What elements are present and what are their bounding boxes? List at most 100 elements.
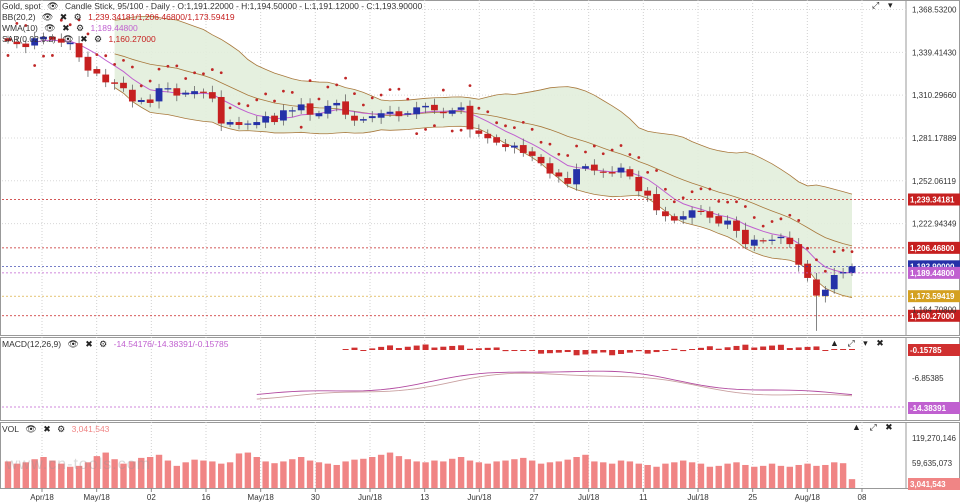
macd-signal-label: -14.38391 [910,404,947,413]
sar-dot [850,250,854,254]
macd-histogram-bar [369,348,376,350]
close-icon[interactable]: ✖ [80,34,88,44]
volume-bar [218,463,225,488]
sar-dot [139,84,143,88]
macd-histogram-bar [573,350,580,356]
eye-icon[interactable]: 👁 [44,23,56,33]
candle-body [697,210,705,213]
sar-dot [255,98,259,102]
volume-bar [209,461,216,488]
x-tick-label: May/18 [84,493,111,502]
candle-body [324,105,332,114]
gear-icon[interactable]: ⚙ [76,23,85,33]
candle-body [351,115,358,121]
series-info: Candle Stick, 95/100 - Daily - O:1,191.2… [64,1,423,11]
volume-bar [111,459,118,488]
volume-bar [457,457,465,488]
sar-dot [806,246,809,250]
candle-body [431,104,438,111]
macd-histogram-bar [387,345,394,350]
down-arrow-icon[interactable]: ▾ [863,338,868,348]
volume-bar [395,456,403,488]
x-tick-label: Jul/18 [578,493,600,502]
macd-pane: -6.85385 -0.15785 -14.38391 [2,344,960,414]
candle-body [333,102,341,106]
volume-bar [493,461,500,488]
gear-icon[interactable]: ⚙ [93,34,103,44]
sar-dot [282,89,285,93]
sar-dot [415,132,419,136]
expand-icon[interactable]: ⤢ [847,338,855,348]
marker-label: 1,193.90000 [910,262,955,271]
y-tick-label: 1,368.53200 [912,6,957,15]
volume-bar [813,465,820,488]
header-row-wma: WMA(10) 👁 ✖ ⚙ 1,189.44800 [2,23,142,34]
candle-body [457,107,465,110]
volume-bar [164,460,172,488]
macd-histogram-bar [653,350,660,353]
eye-icon[interactable]: 👁 [67,339,79,349]
gear-icon[interactable]: ⚙ [57,424,66,434]
volume-bar [564,459,571,488]
y-tick-label: 1,252.06119 [912,177,956,186]
sar-dot [459,128,463,132]
sar-dot [77,18,81,22]
macd-histogram-bar [449,345,456,350]
volume-bar [386,452,394,488]
sar-dot [130,65,134,69]
candle-body [235,122,243,125]
candle-body [644,190,652,196]
eye-icon[interactable]: 👁 [41,12,54,22]
volume-bar [333,464,340,488]
y-tick-label: 1,339.41430 [912,48,957,57]
candle-body [608,172,616,174]
macd-histogram-bar [502,350,509,352]
volume-bar [555,461,563,488]
volume-bar [706,466,714,488]
x-tick-label: Jun/18 [467,493,492,502]
candle-body [804,263,811,278]
down-arrow-icon[interactable]: ▾ [887,0,893,10]
header-row-bb: BB(20,2) 👁 ✖ ⚙ 1,239.34181/1,206.46800/1… [2,12,239,23]
sar-dot [6,54,10,57]
volume-bar [608,463,616,488]
close-icon[interactable]: ✖ [59,12,68,22]
instrument-label: Gold, spot [2,1,41,11]
volume-bar [182,462,189,488]
candle-body [226,122,234,125]
candle-body [750,239,758,246]
candle-body [715,216,723,224]
eye-icon[interactable]: 👁 [62,34,74,44]
close-icon[interactable]: ✖ [62,23,70,33]
price-markers: 1,239.34181 1,206.46800 1,193.900001,189.4… [2,193,960,322]
up-arrow-icon[interactable]: ▲ [830,338,839,348]
candle-body [4,38,12,42]
eye-icon[interactable]: 👁 [47,1,59,11]
sar-dot [433,124,436,128]
close-icon[interactable]: ✖ [885,422,893,432]
macd-histogram-bar [742,344,749,350]
volume-bar [768,463,776,488]
volume-bar [795,464,802,488]
volume-bar [502,460,509,488]
up-arrow-icon[interactable]: ▲ [852,422,861,432]
sar-dot [237,102,241,106]
gear-icon[interactable]: ⚙ [73,12,82,22]
sar-dot [370,96,374,100]
gear-icon[interactable]: ⚙ [99,339,108,349]
candle-body [555,172,563,177]
volume-y-tick-label: 59,635,073 [912,459,953,468]
close-icon[interactable]: ✖ [85,339,93,349]
candle-body [502,144,509,148]
volume-bar [724,463,731,488]
sar-dot [699,187,703,191]
volume-bar [449,458,456,488]
eye-icon[interactable]: 👁 [25,424,37,434]
expand-icon[interactable]: ⤢ [872,0,880,10]
sar-dot [219,71,223,75]
close-icon[interactable]: ✖ [43,424,51,434]
close-icon[interactable]: ✖ [876,338,884,348]
bb-lower-line [114,87,853,299]
candle-body [297,104,305,111]
expand-icon[interactable]: ⤢ [869,422,877,432]
